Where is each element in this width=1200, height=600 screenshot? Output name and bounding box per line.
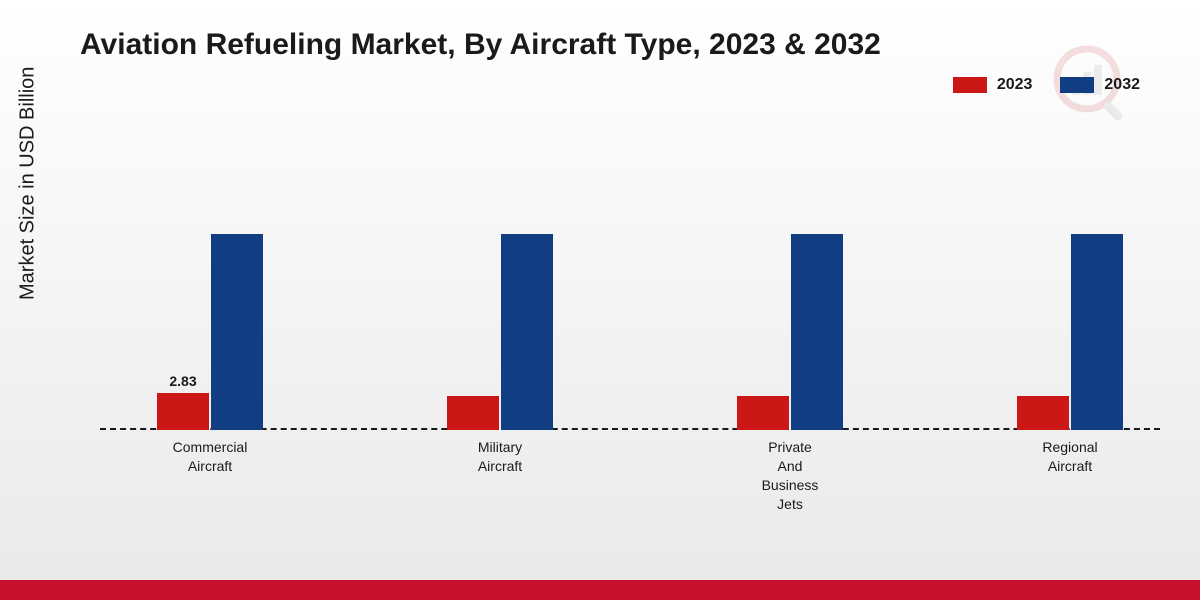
legend-swatch-2032 — [1060, 77, 1094, 93]
bar — [211, 234, 263, 430]
chart-plot-area: 2.83 — [100, 130, 1160, 430]
bar-group — [447, 234, 553, 430]
bar — [737, 396, 789, 430]
chart-title: Aviation Refueling Market, By Aircraft T… — [80, 28, 881, 62]
bar — [447, 396, 499, 430]
legend-label-2023: 2023 — [997, 76, 1033, 94]
x-axis-category-label: Regional Aircraft — [1042, 438, 1097, 476]
bar — [791, 234, 843, 430]
legend-label-2032: 2032 — [1104, 76, 1140, 94]
x-axis-category-label: Commercial Aircraft — [173, 438, 248, 476]
bar — [501, 234, 553, 430]
bar-group — [157, 234, 263, 430]
x-axis-category-label: Private And Business Jets — [762, 438, 819, 514]
bar — [1071, 234, 1123, 430]
legend-item-2023: 2023 — [953, 76, 1033, 94]
legend-swatch-2023 — [953, 77, 987, 93]
legend-item-2032: 2032 — [1060, 76, 1140, 94]
y-axis-label: Market Size in USD Billion — [17, 67, 40, 300]
legend: 2023 2032 — [953, 76, 1140, 94]
x-axis-labels: Commercial Aircraft Military Aircraft Priv… — [100, 438, 1160, 558]
bar-group — [737, 234, 843, 430]
bar — [1017, 396, 1069, 430]
bar-group — [1017, 234, 1123, 430]
x-axis-category-label: Military Aircraft — [478, 438, 522, 476]
bar — [157, 393, 209, 430]
footer-accent-bar — [0, 580, 1200, 600]
bar-value-label: 2.83 — [169, 373, 196, 389]
chart-page: Aviation Refueling Market, By Aircraft T… — [0, 0, 1200, 600]
